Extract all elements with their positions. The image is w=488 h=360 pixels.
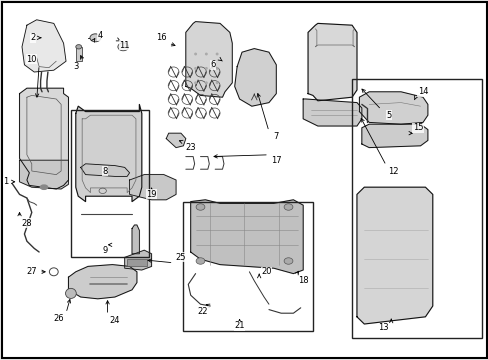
Ellipse shape: [215, 81, 218, 84]
Text: 9: 9: [102, 246, 107, 255]
Text: 10: 10: [26, 55, 37, 64]
Polygon shape: [303, 99, 361, 126]
Text: 12: 12: [387, 166, 398, 175]
Polygon shape: [307, 23, 356, 101]
Text: 27: 27: [26, 267, 37, 276]
Text: 5: 5: [386, 111, 390, 120]
Polygon shape: [129, 175, 176, 200]
Text: 14: 14: [417, 87, 427, 96]
Polygon shape: [132, 225, 139, 254]
Text: 23: 23: [185, 143, 196, 152]
Polygon shape: [22, 20, 66, 72]
Text: 19: 19: [146, 190, 157, 199]
Text: 15: 15: [412, 123, 423, 132]
Polygon shape: [234, 49, 276, 106]
Ellipse shape: [90, 34, 101, 42]
Ellipse shape: [194, 81, 197, 84]
Ellipse shape: [196, 258, 204, 264]
Polygon shape: [81, 164, 129, 176]
Ellipse shape: [65, 288, 76, 298]
Bar: [127, 259, 146, 266]
Text: 6: 6: [210, 60, 215, 69]
Text: 7: 7: [273, 132, 278, 141]
Ellipse shape: [194, 53, 197, 55]
Bar: [71, 110, 149, 257]
Polygon shape: [20, 160, 68, 189]
Ellipse shape: [215, 67, 218, 70]
Text: 28: 28: [21, 219, 32, 228]
Ellipse shape: [204, 81, 207, 84]
Polygon shape: [166, 133, 185, 148]
Text: 24: 24: [109, 316, 120, 325]
Ellipse shape: [204, 53, 207, 55]
Text: 4: 4: [98, 31, 102, 40]
Text: 16: 16: [156, 33, 166, 42]
Polygon shape: [68, 265, 137, 299]
Text: 8: 8: [102, 166, 107, 175]
Polygon shape: [124, 250, 151, 270]
Ellipse shape: [118, 43, 128, 51]
Ellipse shape: [40, 185, 47, 189]
Text: 17: 17: [270, 156, 281, 165]
Polygon shape: [356, 187, 432, 324]
Ellipse shape: [284, 258, 292, 264]
Text: 3: 3: [73, 62, 78, 71]
Text: 25: 25: [175, 253, 186, 262]
Ellipse shape: [76, 45, 81, 49]
Ellipse shape: [284, 204, 292, 210]
Ellipse shape: [194, 67, 197, 70]
Ellipse shape: [204, 67, 207, 70]
Text: 2: 2: [31, 33, 36, 42]
Polygon shape: [190, 200, 303, 274]
Polygon shape: [359, 92, 427, 124]
Ellipse shape: [215, 53, 218, 55]
Bar: [351, 79, 481, 338]
Bar: [183, 202, 312, 331]
Text: 11: 11: [119, 40, 130, 49]
Text: 22: 22: [197, 307, 208, 316]
Text: 18: 18: [297, 276, 308, 285]
Polygon shape: [20, 88, 68, 189]
Polygon shape: [76, 104, 142, 202]
Ellipse shape: [196, 204, 204, 210]
Polygon shape: [361, 124, 427, 148]
Text: 20: 20: [261, 267, 271, 276]
Polygon shape: [185, 22, 232, 97]
Text: 1: 1: [3, 177, 8, 186]
Text: 13: 13: [378, 323, 388, 332]
Bar: [76, 47, 81, 61]
Text: 26: 26: [53, 314, 64, 323]
Text: 21: 21: [234, 321, 244, 330]
